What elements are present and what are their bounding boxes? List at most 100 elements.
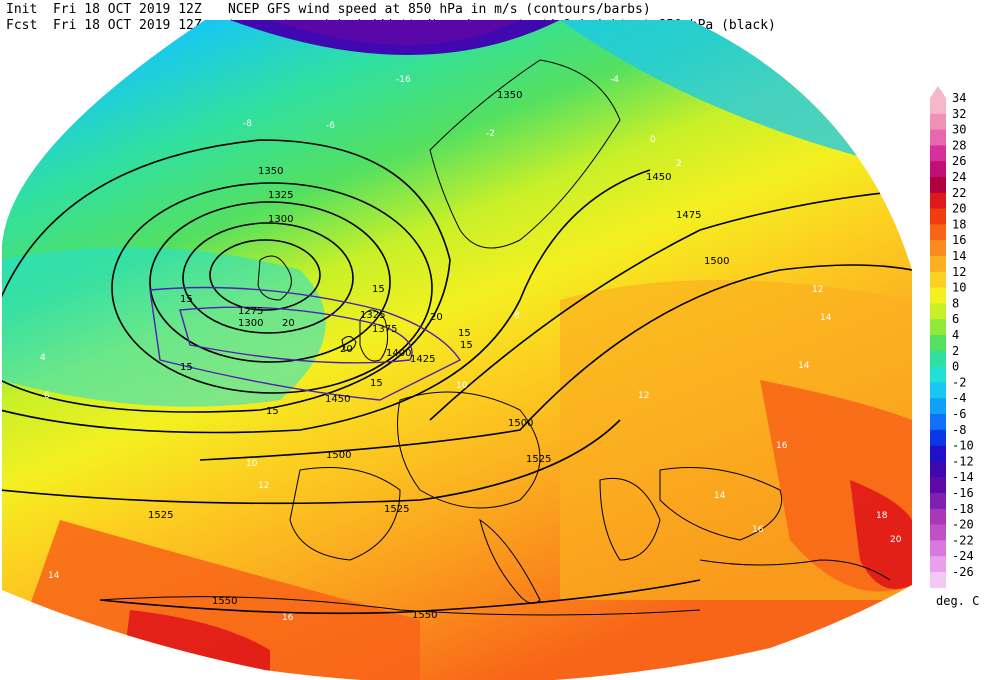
temp-contour-label: 16 [752, 525, 764, 535]
height-contour-label: 1325 [360, 310, 385, 321]
colorbar-tick-label: 14 [952, 249, 966, 263]
temp-contour-label: 10 [456, 381, 468, 391]
height-contour-label: 1450 [646, 172, 671, 183]
colorbar-tick-label: 4 [952, 328, 959, 342]
colorbar-tick-label: 8 [952, 296, 959, 310]
colorbar-swatch [930, 429, 946, 446]
colorbar-swatch [930, 461, 946, 478]
height-contour-1400 [2, 139, 451, 413]
colorbar-swatch [930, 414, 946, 431]
colorbar-tick-label: -26 [952, 565, 974, 579]
wind-contour-label: 15 [180, 362, 193, 373]
temp-contour-label: -16 [396, 75, 411, 85]
britain-coast [359, 309, 389, 362]
colorbar-tick-label: 20 [952, 202, 966, 216]
colorbar-swatch [930, 145, 946, 162]
colorbar-swatch [930, 240, 946, 257]
temperature-label-layer: -16 -8 -6 -4 -2 0 2 4 6 8 10 12 12 14 14… [40, 75, 902, 623]
height-contour-1350 [149, 201, 391, 363]
colorbar-swatch [930, 477, 946, 494]
temp-contour-label: 2 [676, 159, 682, 169]
height-contour-1300 [209, 239, 321, 311]
temp-contour-label: 0 [650, 135, 656, 145]
height-contour-label: 1425 [410, 354, 435, 365]
wind-contours [149, 286, 462, 401]
temperature-field [2, 20, 912, 680]
colorbar-swatch [930, 113, 946, 130]
colorbar-tick-label: -14 [952, 470, 974, 484]
colorbar-tick-label: 16 [952, 233, 966, 247]
temp-contour-label: 18 [876, 511, 888, 521]
temp-contour-label: 6 [44, 391, 50, 401]
init-value: Fri 18 OCT 2019 12Z [52, 2, 202, 17]
colorbar-units: deg. C [936, 594, 980, 608]
height-contour-1475 [429, 189, 912, 421]
height-contour-label: 1300 [268, 214, 293, 225]
title-line-1: NCEP GFS wind speed at 850 hPa in m/s (c… [228, 2, 651, 17]
height-contour-label: 1500 [704, 256, 729, 267]
iberia-coast [289, 467, 401, 561]
colorbar-swatch [930, 540, 946, 557]
temp-contour-label: 14 [48, 571, 60, 581]
height-contour-label: 1525 [148, 510, 173, 521]
iceland-coast [257, 255, 292, 301]
height-contour-label: 1350 [258, 166, 283, 177]
colorbar-tick-label: 34 [952, 91, 966, 105]
black-sea-coast [659, 467, 782, 541]
wind-contour-label: 20 [282, 318, 295, 329]
fcst-label: Fcst [6, 18, 38, 33]
colorbar-swatch [930, 335, 946, 352]
colorbar-tick-label: 28 [952, 138, 966, 152]
colorbar-swatch [930, 398, 946, 415]
colorbar-tick-label: -2 [952, 375, 966, 389]
colorbar-tick-label: 10 [952, 281, 966, 295]
height-contour-label: 1550 [212, 596, 237, 607]
colorbar-tick-label: -24 [952, 549, 974, 563]
height-contour-label: 1525 [384, 504, 409, 515]
height-contour-1500 [199, 264, 912, 461]
wind-contour-label: 15 [458, 328, 471, 339]
colorbar-swatch [930, 287, 946, 304]
colorbar-tick-label: 32 [952, 107, 966, 121]
height-contour-label: 1350 [497, 90, 522, 101]
temp-contour-label: -2 [486, 129, 495, 139]
colorbar-tick-label: 18 [952, 217, 966, 231]
colorbar-tick-label: 22 [952, 186, 966, 200]
wind-contour-20 [179, 306, 413, 364]
colorbar-tick-label: 30 [952, 123, 966, 137]
wind-contour-label: 20 [430, 312, 443, 323]
colorbar-tick-label: -22 [952, 533, 974, 547]
hot-southeast [850, 480, 912, 590]
colorbar-swatch [930, 556, 946, 573]
colorbar-swatch [930, 208, 946, 225]
cool-atlantic-low [2, 247, 326, 407]
north-africa-coast [99, 596, 701, 616]
wind-contour-label: 15 [460, 340, 473, 351]
height-contour-label: 1400 [386, 348, 411, 359]
colorbar-tick-label: 24 [952, 170, 966, 184]
france-germany-coast [397, 391, 541, 509]
colorbar-swatch [930, 303, 946, 320]
wind-contour-label: 15 [180, 294, 193, 305]
cold-pool-core [270, 20, 520, 45]
colorbar-tick-label: 12 [952, 265, 966, 279]
colorbar-swatch [930, 192, 946, 209]
temp-contour-label: 16 [776, 441, 788, 451]
colorbar-swatch [930, 445, 946, 462]
height-contour-label: 1550 [412, 610, 437, 621]
height-contour-label: 1300 [238, 318, 263, 329]
turkey-coast [699, 559, 891, 581]
fcst-value: Fri 18 OCT 2019 12Z [52, 18, 202, 33]
temp-contour-label: 20 [890, 535, 902, 545]
colorbar-tick-label: -20 [952, 518, 974, 532]
colorbar-swatch [930, 271, 946, 288]
temp-contour-label: 14 [798, 361, 810, 371]
temp-contour-label: -8 [243, 119, 252, 129]
temp-contour-label: 12 [812, 285, 823, 295]
colorbar-tick-label: 2 [952, 344, 959, 358]
wind-contour-label: 20 [340, 344, 353, 355]
colorbar-swatch [930, 256, 946, 273]
init-label: Init [6, 2, 38, 17]
colorbar-swatch [930, 572, 946, 589]
